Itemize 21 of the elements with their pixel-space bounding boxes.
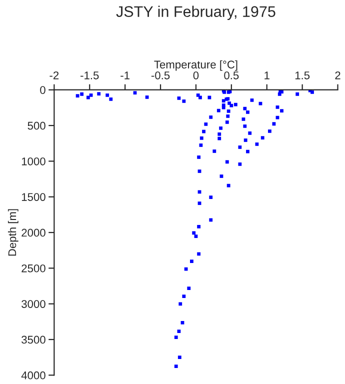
x-tick-label: -1.5 <box>80 72 99 80</box>
y-tick-label: 3000 <box>22 300 46 308</box>
y-axis-title: Depth [m] <box>8 209 18 256</box>
chart-title: JSTY in February, 1975 <box>116 6 276 20</box>
y-tick-label: 4000 <box>21 371 46 380</box>
x-tick-label: 0 <box>193 71 199 80</box>
x-tick-label: 1 <box>264 72 270 80</box>
y-tick-label: 1500 <box>22 193 46 201</box>
y-tick-label: 0 <box>40 86 46 94</box>
y-tick-label: 2000 <box>22 228 46 237</box>
x-tick-label: -2 <box>50 71 59 80</box>
y-tick-label: 3500 <box>22 336 46 344</box>
x-tick-label: -0.5 <box>151 71 170 80</box>
x-tick-label: -1 <box>120 72 130 80</box>
x-axis-title: Temperature [°C] <box>154 60 238 71</box>
y-tick-label: 2500 <box>22 264 46 272</box>
x-tick-label: 0.5 <box>224 71 239 80</box>
x-tick-label: 1.5 <box>295 72 310 80</box>
y-tick-label: 500 <box>28 122 46 130</box>
x-tick-label: 2 <box>335 71 340 80</box>
y-tick-label: 1000 <box>22 157 46 166</box>
